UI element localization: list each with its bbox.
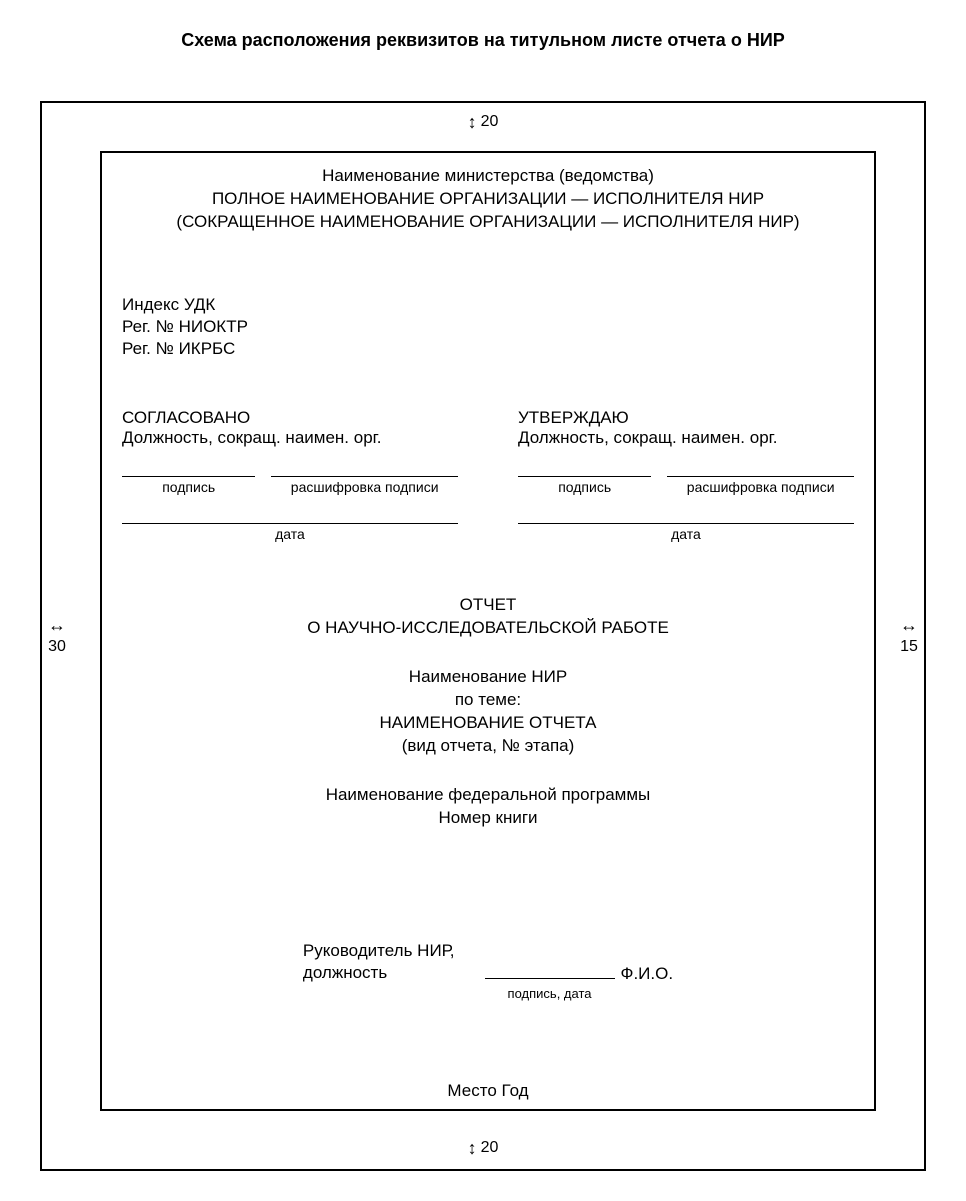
confirm-position: Должность, сокращ. наимен. орг. [518, 428, 854, 448]
agreed-date-field: дата [122, 523, 458, 542]
supervisor-left: Руководитель НИР, должность [303, 940, 485, 984]
agreed-decoding-field: расшифровка подписи [271, 476, 458, 495]
updown-arrow-icon: ↕ [468, 1139, 477, 1157]
margin-right-indicator: ↔ 15 [900, 616, 918, 656]
ikrbs-reg: Рег. № ИКРБС [122, 338, 854, 360]
udk-index: Индекс УДК [122, 294, 854, 316]
margin-bottom-value: 20 [481, 1139, 499, 1157]
confirm-date-row: дата [518, 523, 854, 542]
supervisor-role: Руководитель НИР, [303, 940, 455, 962]
supervisor-signature-line [485, 978, 615, 979]
page-title: Схема расположения реквизитов на титульн… [40, 30, 926, 51]
confirm-decoding-field: расшифровка подписи [667, 476, 854, 495]
agreed-position: Должность, сокращ. наимен. орг. [122, 428, 458, 448]
supervisor-position: должность [303, 962, 455, 984]
margin-bottom-indicator: ↕ 20 [468, 1139, 499, 1157]
nioktr-reg: Рег. № НИОКТР [122, 316, 854, 338]
margin-left-value: 30 [48, 638, 66, 656]
confirm-title: УТВЕРЖДАЮ [518, 408, 854, 428]
index-block: Индекс УДК Рег. № НИОКТР Рег. № ИКРБС [122, 294, 854, 360]
inner-frame: Наименование министерства (ведомства) ПО… [100, 151, 876, 1111]
supervisor-signature-caption: подпись, дата [485, 986, 615, 1001]
report-name-line2: по теме: [122, 689, 854, 712]
confirm-date-field: дата [518, 523, 854, 542]
report-name-line1: Наименование НИР [122, 666, 854, 689]
agreed-date-row: дата [122, 523, 458, 542]
report-title-block: ОТЧЕТ О НАУЧНО-ИССЛЕДОВАТЕЛЬСКОЙ РАБОТЕ [122, 594, 854, 640]
margin-left-indicator: ↔ 30 [48, 616, 66, 656]
report-name-block: Наименование НИР по теме: НАИМЕНОВАНИЕ О… [122, 666, 854, 758]
short-org-name: (СОКРАЩЕННОЕ НАИМЕНОВАНИЕ ОРГАНИЗАЦИИ — … [122, 211, 854, 234]
full-org-name: ПОЛНОЕ НАИМЕНОВАНИЕ ОРГАНИЗАЦИИ — ИСПОЛН… [122, 188, 854, 211]
confirm-signature-row: подпись расшифровка подписи [518, 476, 854, 495]
report-line2: О НАУЧНО-ИССЛЕДОВАТЕЛЬСКОЙ РАБОТЕ [122, 617, 854, 640]
confirm-signature-field: подпись [518, 476, 651, 495]
federal-program-name: Наименование федеральной программы [122, 784, 854, 807]
report-name-line4: (вид отчета, № этапа) [122, 735, 854, 758]
agreed-signature-field: подпись [122, 476, 255, 495]
outer-frame: ↕ 20 ↕ 20 ↔ 30 ↔ 15 Наименование министе… [40, 101, 926, 1171]
supervisor-fio: Ф.И.О. [621, 964, 674, 984]
place-year: Место Год [102, 1081, 874, 1101]
report-name-line3: НАИМЕНОВАНИЕ ОТЧЕТА [122, 712, 854, 735]
updown-arrow-icon: ↕ [468, 113, 477, 131]
agreed-title: СОГЛАСОВАНО [122, 408, 458, 428]
federal-program-block: Наименование федеральной программы Номер… [122, 784, 854, 830]
approval-confirm: УТВЕРЖДАЮ Должность, сокращ. наимен. орг… [498, 408, 854, 542]
margin-top-indicator: ↕ 20 [468, 113, 499, 131]
leftright-arrow-icon: ↔ [900, 616, 918, 634]
agreed-signature-row: подпись расшифровка подписи [122, 476, 458, 495]
supervisor-block: Руководитель НИР, должность подпись, дат… [122, 940, 854, 984]
header-block: Наименование министерства (ведомства) ПО… [122, 165, 854, 234]
supervisor-right: подпись, дата Ф.И.О. [485, 940, 674, 984]
margin-top-value: 20 [481, 113, 499, 131]
margin-right-value: 15 [900, 638, 918, 656]
report-line1: ОТЧЕТ [122, 594, 854, 617]
book-number: Номер книги [122, 807, 854, 830]
approval-row: СОГЛАСОВАНО Должность, сокращ. наимен. о… [122, 408, 854, 542]
leftright-arrow-icon: ↔ [48, 616, 66, 634]
approval-agreed: СОГЛАСОВАНО Должность, сокращ. наимен. о… [122, 408, 458, 542]
ministry-name: Наименование министерства (ведомства) [122, 165, 854, 188]
